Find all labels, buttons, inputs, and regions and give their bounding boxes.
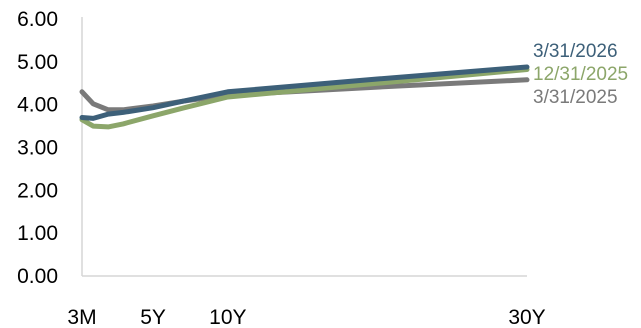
y-tick-label: 6.00 bbox=[17, 8, 58, 31]
y-tick-label: 1.00 bbox=[17, 222, 58, 245]
x-tick-label: 3M bbox=[67, 306, 96, 328]
x-tick-label: 30Y bbox=[508, 306, 545, 328]
y-tick-label: 4.00 bbox=[17, 94, 58, 117]
x-tick-label: 10Y bbox=[209, 306, 246, 328]
y-tick-label: 3.00 bbox=[17, 137, 58, 160]
legend-label-12-31-2025: 12/31/2025 bbox=[533, 64, 628, 85]
series-line-3-31-2026 bbox=[79, 64, 530, 121]
legend-label-3-31-2025: 3/31/2025 bbox=[533, 87, 618, 108]
y-axis-tick-labels: 0.00 1.00 2.00 3.00 4.00 5.00 6.00 bbox=[17, 8, 58, 288]
series-lines bbox=[79, 64, 530, 130]
y-tick-label: 2.00 bbox=[17, 179, 58, 202]
legend-label-3-31-2026: 3/31/2026 bbox=[533, 41, 618, 62]
x-tick-label: 5Y bbox=[140, 306, 166, 328]
series-line-12-31-2025 bbox=[79, 67, 530, 130]
y-tick-label: 5.00 bbox=[17, 51, 58, 74]
x-axis-tick-labels: 3M 5Y 10Y 30Y bbox=[67, 306, 545, 328]
y-tick-label: 0.00 bbox=[17, 265, 58, 288]
